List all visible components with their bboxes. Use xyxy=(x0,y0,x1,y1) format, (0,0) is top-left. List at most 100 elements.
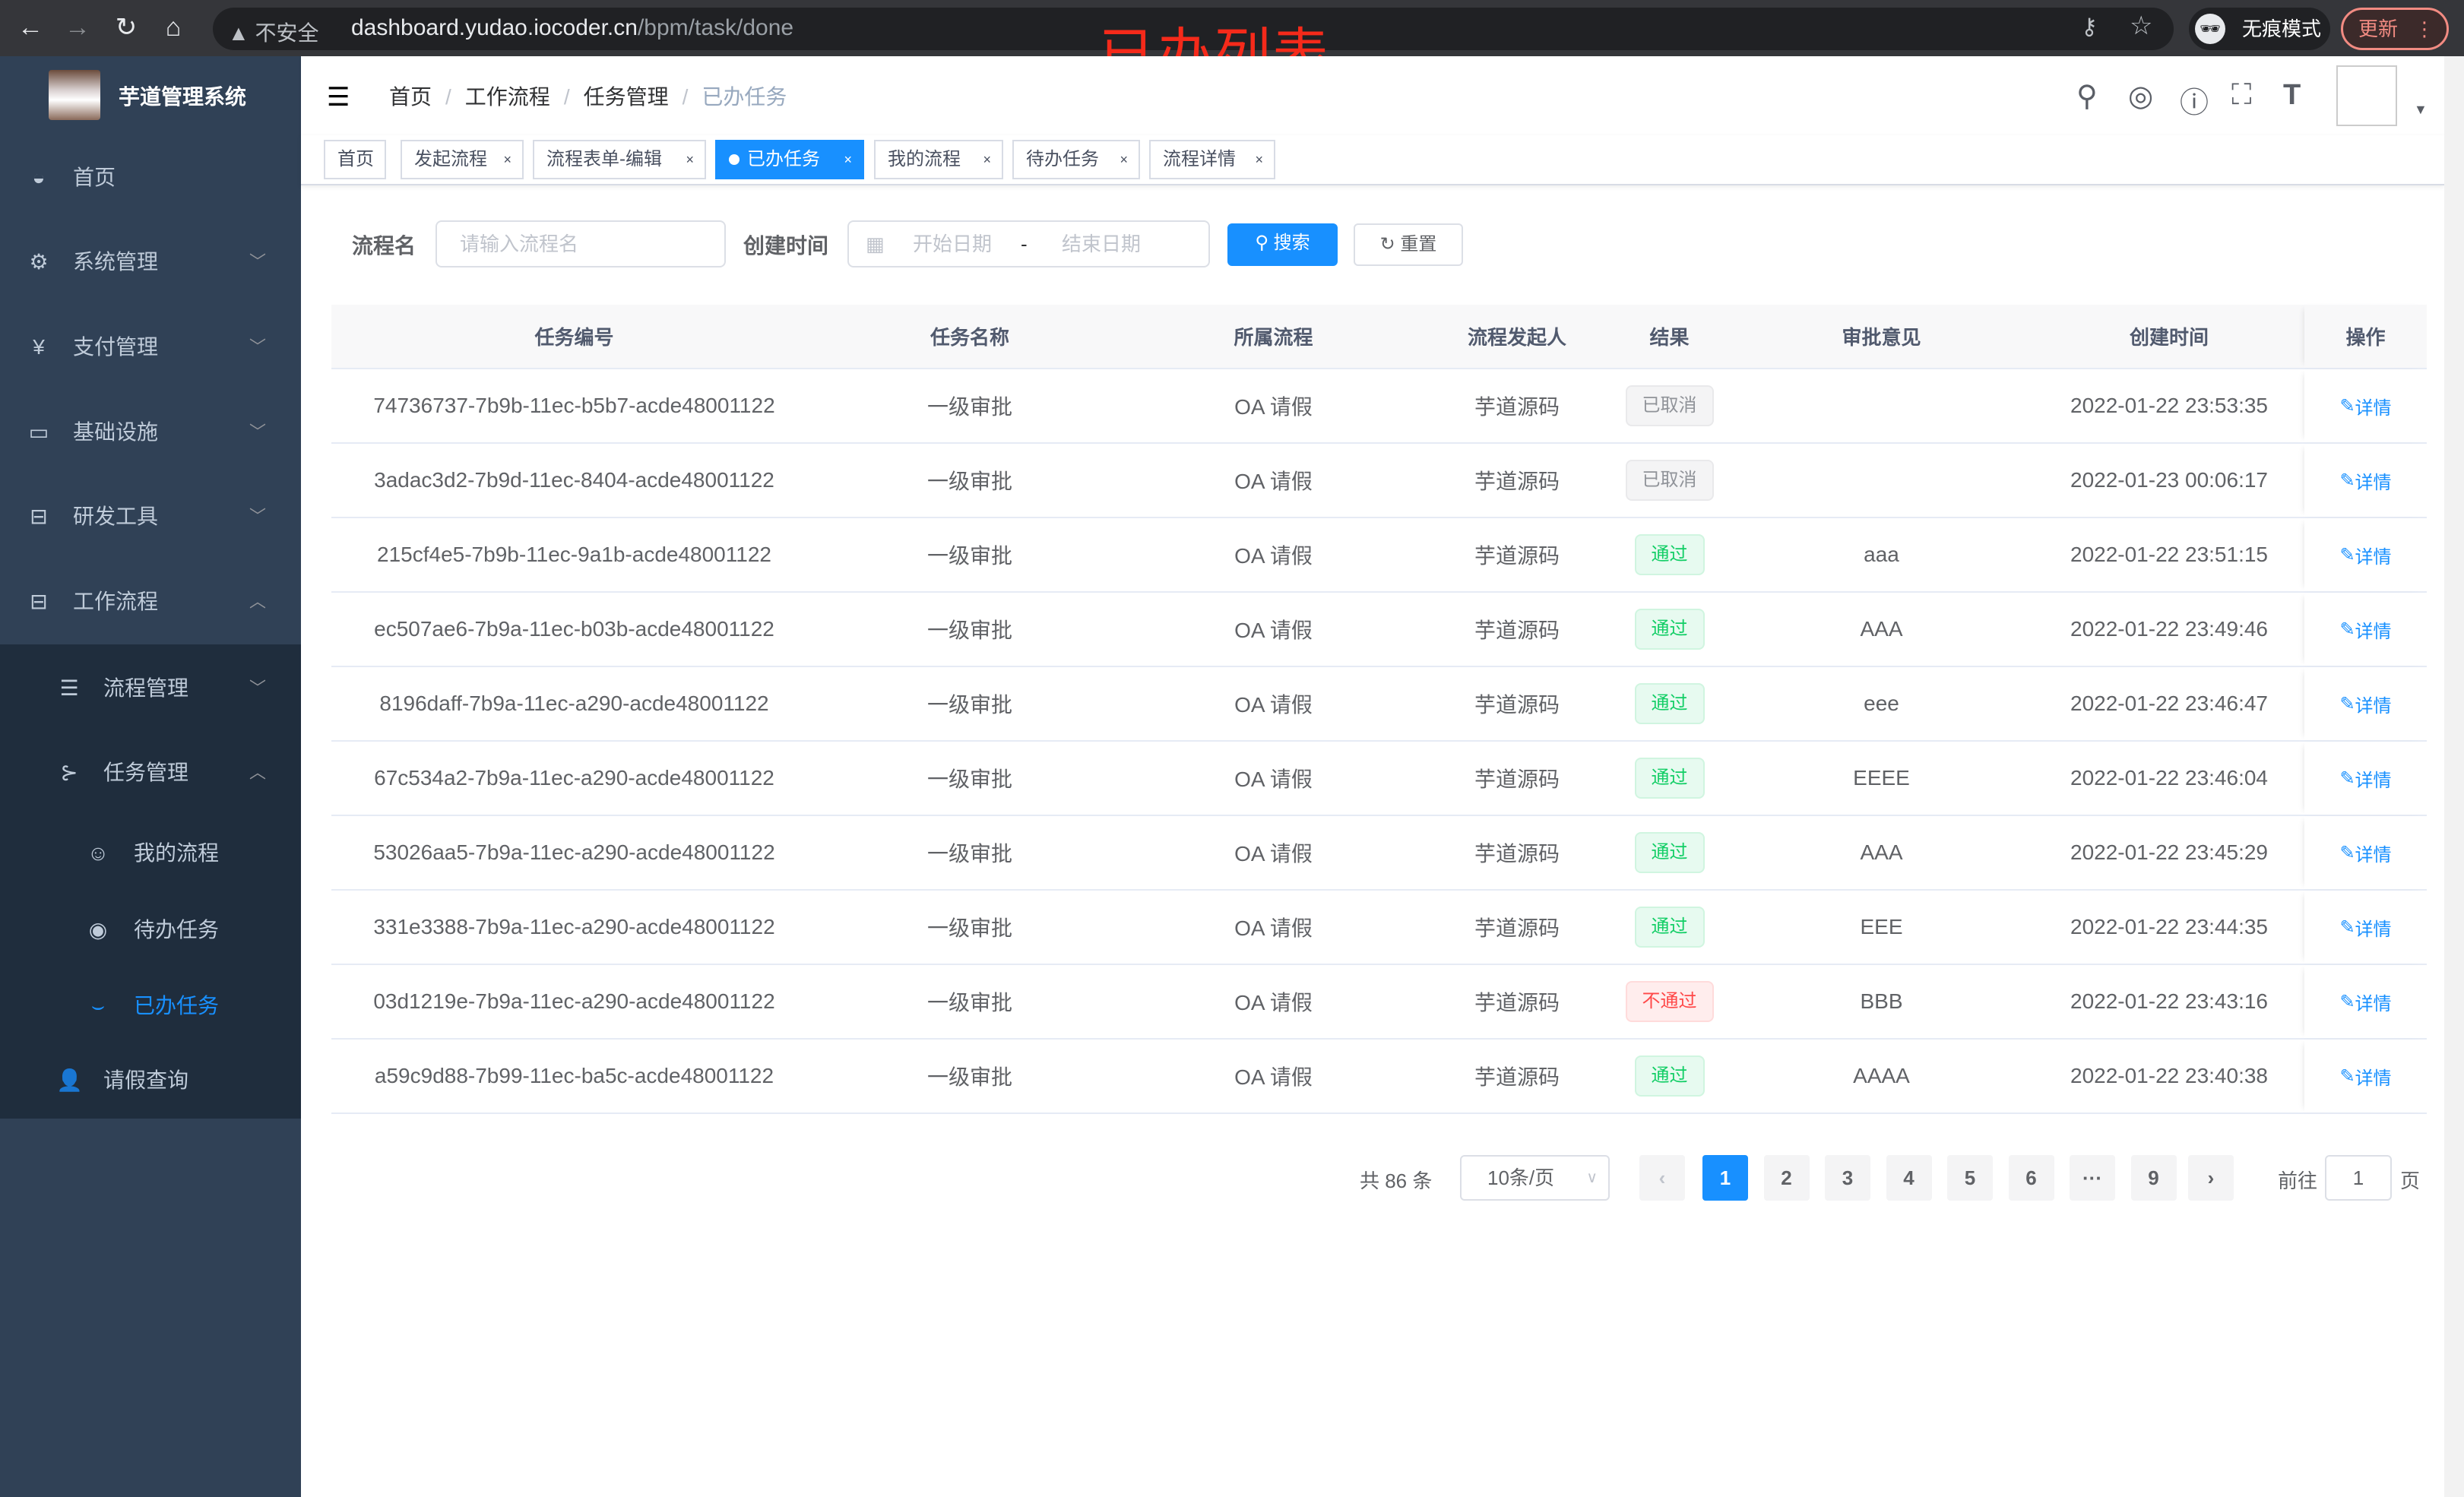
page-button[interactable]: 9 xyxy=(2130,1155,2177,1201)
close-icon[interactable]: × xyxy=(844,152,852,167)
caret-down-icon[interactable]: ▼ xyxy=(2414,102,2428,117)
tag-start-process[interactable]: 发起流程 × xyxy=(401,140,524,179)
breadcrumb-item[interactable]: 任务管理 xyxy=(583,85,669,109)
close-icon[interactable]: × xyxy=(1255,152,1263,167)
insecure-indicator[interactable]: ▲ 不安全 xyxy=(228,17,319,47)
sidebar-item-todo[interactable]: ◉ 待办任务 xyxy=(0,892,301,968)
detail-link[interactable]: 详情 xyxy=(2355,770,2392,791)
cell-name: 一级审批 xyxy=(817,369,1123,442)
process-name-input[interactable]: 请输入流程名 xyxy=(435,220,726,267)
breadcrumb-item[interactable]: 工作流程 xyxy=(464,85,550,109)
page-button[interactable]: 1 xyxy=(1702,1155,1748,1201)
name-text: 一级审批 xyxy=(926,544,1012,568)
tag-process-detail[interactable]: 流程详情 × xyxy=(1149,140,1275,179)
font-size-icon[interactable]: T xyxy=(2283,79,2301,111)
close-icon[interactable]: × xyxy=(1120,152,1128,167)
page-button[interactable]: 4 xyxy=(1886,1155,1932,1201)
detail-link[interactable]: 详情 xyxy=(2355,472,2392,493)
sidebar-item-infra[interactable]: ▭ 基础设施 ﹀ xyxy=(0,390,301,475)
sidebar-item-devtools[interactable]: ⊟ 研发工具 ﹀ xyxy=(0,474,301,559)
prev-page-button[interactable]: ‹ xyxy=(1639,1155,1685,1201)
cell-action[interactable]: ✎ 详情 xyxy=(2304,891,2427,964)
comment-text: eee xyxy=(1864,692,1899,715)
reset-button[interactable]: ↻ 重置 xyxy=(1354,223,1463,266)
detail-link[interactable]: 详情 xyxy=(2355,844,2392,866)
edit-icon: ✎ xyxy=(2339,842,2355,863)
cell-action[interactable]: ✎ 详情 xyxy=(2304,742,2427,815)
cell-action[interactable]: ✎ 详情 xyxy=(2304,816,2427,889)
sidebar-item-home[interactable]: ◒ 首页 xyxy=(0,135,301,220)
cell-action[interactable]: ✎ 详情 xyxy=(2304,965,2427,1038)
sidebar-item-task-manage[interactable]: ⊱ 任务管理 ︿ xyxy=(0,730,301,815)
sidebar-item-process-manage[interactable]: ☰ 流程管理 ﹀ xyxy=(0,646,301,731)
cell-action[interactable]: ✎ 详情 xyxy=(2304,444,2427,517)
detail-link[interactable]: 详情 xyxy=(2355,695,2392,717)
update-button[interactable]: 更新 ⋮ xyxy=(2341,8,2449,50)
cell-starter: 芋道源码 xyxy=(1424,891,1610,964)
key-icon[interactable]: ⚷ xyxy=(2081,14,2098,40)
edit-icon: ✎ xyxy=(2339,767,2355,789)
cell-action[interactable]: ✎ 详情 xyxy=(2304,667,2427,740)
sidebar-item-label: 我的流程 xyxy=(134,841,220,865)
back-icon[interactable]: ← xyxy=(17,13,43,42)
cell-action[interactable]: ✎ 详情 xyxy=(2304,518,2427,591)
app-title: 芋道管理系统 xyxy=(119,85,247,109)
tag-form-edit[interactable]: 流程表单-编辑 × xyxy=(533,140,706,179)
incognito-badge[interactable]: 🕶 无痕模式 xyxy=(2189,8,2330,50)
goto-page-input[interactable]: 1 xyxy=(2325,1155,2392,1201)
tag-done-tasks[interactable]: 已办任务 × xyxy=(715,140,864,179)
detail-link[interactable]: 详情 xyxy=(2355,546,2392,568)
page-button[interactable]: ··· xyxy=(2070,1155,2115,1201)
help-icon[interactable]: ⓘ xyxy=(2180,87,2209,119)
end-date-input[interactable]: 结束日期 xyxy=(1062,233,1142,255)
page-button[interactable]: 6 xyxy=(2008,1155,2054,1201)
close-icon[interactable]: × xyxy=(983,152,991,167)
detail-link[interactable]: 详情 xyxy=(2355,621,2392,642)
tree-icon: ⊱ xyxy=(60,761,78,784)
search-icon[interactable]: ⚲ xyxy=(2076,81,2098,112)
github-icon[interactable]: ◎ xyxy=(2128,81,2154,112)
cell-id: 215cf4e5-7b9b-11ec-9a1b-acde48001122 xyxy=(331,518,817,591)
cell-action[interactable]: ✎ 详情 xyxy=(2304,593,2427,666)
close-icon[interactable]: × xyxy=(503,152,511,167)
reload-icon[interactable]: ↻ xyxy=(115,13,138,42)
address-bar[interactable] xyxy=(213,8,2174,50)
search-button[interactable]: ⚲ 搜索 xyxy=(1227,223,1338,266)
start-date-input[interactable]: 开始日期 xyxy=(913,233,993,255)
page-button[interactable]: 2 xyxy=(1763,1155,1810,1201)
breadcrumb-item[interactable]: 首页 xyxy=(389,85,432,109)
calendar-icon: ▦ xyxy=(866,233,885,255)
avatar[interactable] xyxy=(2336,65,2397,126)
detail-link[interactable]: 详情 xyxy=(2355,1068,2392,1089)
tag-home[interactable]: 首页 xyxy=(324,140,386,179)
page-button[interactable]: 3 xyxy=(1825,1155,1870,1201)
sidebar-item-system[interactable]: ⚙ 系统管理 ﹀ xyxy=(0,220,301,305)
hamburger-icon[interactable]: ☰ xyxy=(327,83,350,112)
cell-result: 已取消 xyxy=(1610,369,1729,442)
url-text[interactable]: dashboard.yudao.iocoder.cn/bpm/task/done xyxy=(351,15,793,41)
close-icon[interactable]: × xyxy=(686,152,694,167)
star-icon[interactable]: ☆ xyxy=(2130,11,2153,40)
sidebar-item-my-process[interactable]: ☺ 我的流程 xyxy=(0,815,301,891)
tag-my-process[interactable]: 我的流程 × xyxy=(874,140,1003,179)
detail-link[interactable]: 详情 xyxy=(2355,397,2392,419)
sidebar-item-pay[interactable]: ¥ 支付管理 ﹀ xyxy=(0,305,301,390)
home-icon[interactable]: ⌂ xyxy=(165,13,182,42)
scrollbar-track[interactable] xyxy=(2444,56,2464,1497)
forward-icon[interactable]: → xyxy=(65,13,90,42)
next-page-button[interactable]: › xyxy=(2188,1155,2234,1201)
cell-action[interactable]: ✎ 详情 xyxy=(2304,369,2427,442)
sidebar-item-leave[interactable]: 👤 请假查询 xyxy=(0,1040,301,1122)
cell-id: 74736737-7b9b-11ec-b5b7-acde48001122 xyxy=(331,369,817,442)
page-button[interactable]: 5 xyxy=(1947,1155,1993,1201)
chevron-down-icon: ﹀ xyxy=(249,679,267,698)
detail-link[interactable]: 详情 xyxy=(2355,919,2392,940)
fullscreen-icon[interactable]: ⛶ xyxy=(2231,79,2252,111)
page-size-select[interactable]: 10条/页 ∨ xyxy=(1460,1155,1610,1201)
sidebar-item-workflow[interactable]: ⊟ 工作流程 ︿ xyxy=(0,559,301,644)
tag-todo[interactable]: 待办任务 × xyxy=(1012,140,1140,179)
cell-action[interactable]: ✎ 详情 xyxy=(2304,1040,2427,1112)
date-range-picker[interactable]: ▦ 开始日期 - 结束日期 xyxy=(847,220,1210,267)
detail-link[interactable]: 详情 xyxy=(2355,993,2392,1014)
sidebar-item-done[interactable]: ⌣ 已办任务 xyxy=(0,968,301,1044)
